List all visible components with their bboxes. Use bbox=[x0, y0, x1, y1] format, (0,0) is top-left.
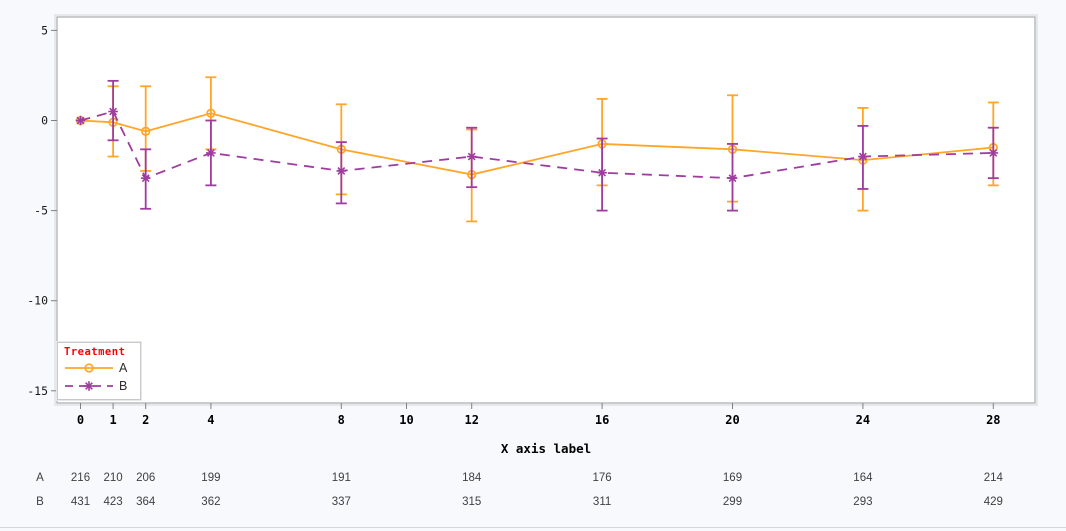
legend-label-b: B bbox=[119, 379, 128, 393]
bottom-divider bbox=[0, 527, 1066, 528]
asterisk-marker bbox=[141, 174, 150, 183]
legend-entry-a: A bbox=[64, 360, 140, 376]
legend-line-sample-a bbox=[65, 363, 113, 373]
series-line bbox=[80, 112, 994, 176]
asterisk-marker bbox=[467, 152, 476, 161]
circle-marker bbox=[206, 108, 216, 118]
series-line bbox=[80, 110, 994, 180]
series-B bbox=[75, 79, 999, 212]
legend-sample-B bbox=[65, 381, 113, 391]
x-tick-label: 0 bbox=[77, 413, 84, 427]
circle-marker bbox=[141, 126, 151, 136]
x-tick-label: 16 bbox=[595, 413, 609, 427]
legend-sample-A bbox=[65, 363, 113, 373]
plot-area bbox=[56, 16, 1036, 404]
asterisk-marker bbox=[109, 107, 118, 116]
x-tick-label: 12 bbox=[464, 413, 478, 427]
asterisk-marker bbox=[598, 168, 607, 177]
chart-legend: Treatment A B bbox=[56, 341, 142, 401]
legend-line-sample-b bbox=[65, 381, 113, 391]
y-tick-label: 0 bbox=[41, 114, 48, 128]
y-tick-label: 5 bbox=[41, 23, 48, 37]
y-tick-label: -15 bbox=[27, 384, 48, 398]
plot-frame-outer bbox=[54, 14, 1038, 406]
x-axis-title: X axis label bbox=[500, 441, 592, 456]
x-tick-label: 8 bbox=[338, 413, 345, 427]
y-tick-label: -5 bbox=[34, 204, 48, 218]
x-tick-label: 10 bbox=[399, 413, 413, 427]
asterisk-marker bbox=[76, 116, 85, 125]
asterisk-marker bbox=[337, 167, 346, 175]
x-tick-label: 28 bbox=[986, 413, 1000, 427]
x-tick-label: 2 bbox=[142, 413, 149, 427]
asterisk-marker bbox=[85, 382, 93, 390]
x-tick-label: 4 bbox=[207, 413, 214, 427]
legend-label-a: A bbox=[119, 361, 128, 375]
legend-title: Treatment bbox=[64, 346, 126, 358]
asterisk-marker bbox=[989, 149, 998, 157]
asterisk-marker bbox=[728, 174, 737, 183]
x-tick-label: 20 bbox=[725, 413, 739, 427]
circle-marker bbox=[84, 363, 94, 373]
legend-entry-b: B bbox=[64, 378, 140, 394]
asterisk-marker bbox=[206, 149, 215, 157]
y-tick-label: -10 bbox=[27, 294, 48, 308]
x-tick-label: 24 bbox=[856, 413, 870, 427]
x-tick-label: 1 bbox=[109, 413, 116, 427]
asterisk-marker bbox=[858, 152, 867, 161]
